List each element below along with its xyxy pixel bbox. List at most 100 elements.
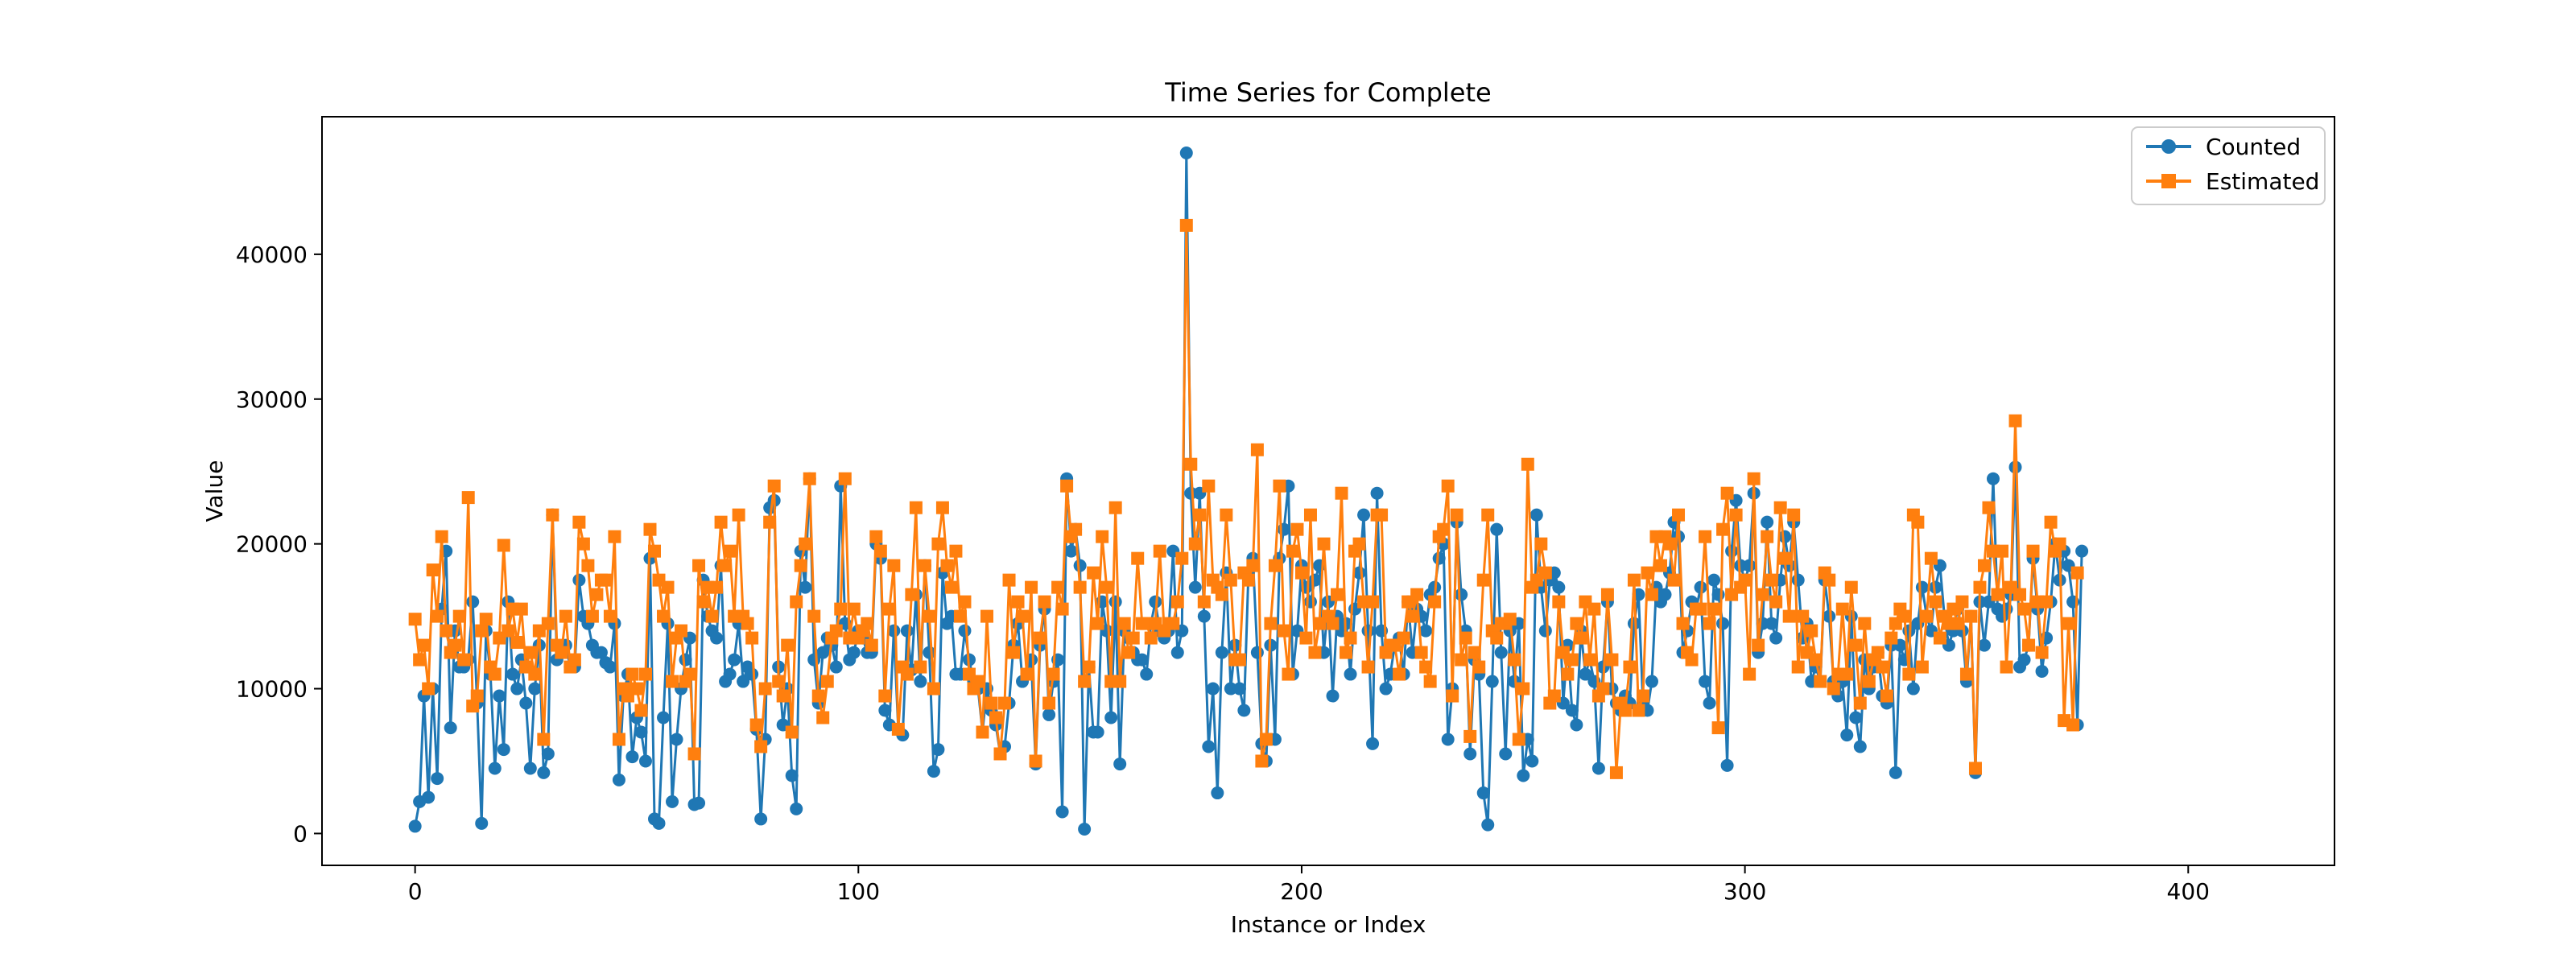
data-point-estimated xyxy=(2035,646,2049,659)
data-point-counted xyxy=(1525,754,1539,768)
data-point-estimated xyxy=(1224,573,1237,587)
data-point-estimated xyxy=(1632,704,1645,717)
y-tick-label: 40000 xyxy=(236,241,308,268)
data-point-estimated xyxy=(1007,646,1021,659)
data-point-estimated xyxy=(541,617,555,630)
data-point-estimated xyxy=(1517,682,1530,696)
data-point-counted xyxy=(900,624,914,638)
data-point-counted xyxy=(878,704,892,717)
data-point-estimated xyxy=(1410,588,1424,601)
data-point-estimated xyxy=(741,617,754,630)
legend-entry-estimated: Estimated xyxy=(2146,168,2319,195)
data-point-counted xyxy=(1552,580,1566,594)
data-point-estimated xyxy=(1468,646,1481,659)
data-point-estimated xyxy=(683,667,697,681)
data-point-estimated xyxy=(1282,667,1295,681)
data-point-estimated xyxy=(1215,588,1228,601)
data-point-estimated xyxy=(2008,414,2022,427)
data-point-estimated xyxy=(998,696,1012,710)
data-point-estimated xyxy=(1627,573,1641,587)
data-point-estimated xyxy=(1773,501,1787,514)
data-point-counted xyxy=(931,743,945,757)
data-point-counted xyxy=(1237,704,1251,717)
data-point-estimated xyxy=(958,595,972,609)
data-point-estimated xyxy=(2026,544,2040,558)
data-point-estimated xyxy=(1676,617,1690,630)
y-tick-label: 20000 xyxy=(236,531,308,558)
data-point-counted xyxy=(493,689,506,703)
data-point-estimated xyxy=(1805,624,1818,638)
data-point-estimated xyxy=(555,646,568,659)
data-point-counted xyxy=(537,766,551,779)
data-point-estimated xyxy=(435,530,448,543)
data-point-estimated xyxy=(1951,617,1964,630)
data-point-estimated xyxy=(1840,667,1854,681)
chart-title: Time Series for Complete xyxy=(1164,77,1491,108)
data-point-counted xyxy=(1055,805,1069,819)
data-point-counted xyxy=(847,646,861,659)
data-point-counted xyxy=(692,796,706,810)
data-point-counted xyxy=(1366,737,1380,750)
data-point-counted xyxy=(816,646,830,659)
data-point-estimated xyxy=(714,515,728,529)
data-point-estimated xyxy=(1814,675,1827,688)
data-point-estimated xyxy=(803,472,816,485)
data-point-estimated xyxy=(1153,544,1166,558)
data-point-estimated xyxy=(1126,631,1140,645)
data-point-counted xyxy=(666,795,679,808)
data-point-estimated xyxy=(790,595,803,609)
data-point-estimated xyxy=(1636,689,1649,703)
data-point-counted xyxy=(2035,664,2049,678)
data-point-estimated xyxy=(1490,631,1504,645)
data-point-estimated xyxy=(1849,638,1863,652)
data-point-estimated xyxy=(1827,682,1840,696)
data-point-counted xyxy=(1734,559,1748,572)
data-point-estimated xyxy=(1933,631,1946,645)
data-point-counted xyxy=(745,667,759,681)
data-point-counted xyxy=(1357,508,1371,522)
data-point-estimated xyxy=(1720,486,1734,500)
data-point-estimated xyxy=(1756,588,1769,601)
data-point-estimated xyxy=(1973,580,1987,594)
data-point-estimated xyxy=(1082,660,1096,674)
data-point-estimated xyxy=(479,613,493,626)
data-point-estimated xyxy=(692,559,706,572)
data-point-estimated xyxy=(935,501,949,514)
data-point-counted xyxy=(488,762,502,775)
data-point-estimated xyxy=(1538,566,1552,580)
data-point-estimated xyxy=(1503,613,1517,626)
data-point-estimated xyxy=(914,660,927,674)
data-point-estimated xyxy=(993,747,1007,761)
data-point-estimated xyxy=(422,682,436,696)
data-point-counted xyxy=(1308,573,1322,587)
data-point-estimated xyxy=(1294,566,1308,580)
data-point-counted xyxy=(710,631,724,645)
data-point-estimated xyxy=(559,609,572,623)
data-point-estimated xyxy=(572,515,586,529)
data-point-counted xyxy=(1140,667,1154,681)
data-point-counted xyxy=(1565,704,1579,717)
data-point-counted xyxy=(1326,689,1340,703)
data-point-estimated xyxy=(1078,675,1092,688)
x-tick-label: 200 xyxy=(1280,878,1323,905)
data-point-counted xyxy=(2075,544,2089,558)
data-point-estimated xyxy=(723,544,737,558)
data-point-estimated xyxy=(1268,559,1282,572)
data-point-estimated xyxy=(1929,595,1942,609)
data-point-counted xyxy=(1113,757,1127,771)
data-point-estimated xyxy=(1397,631,1410,645)
data-point-estimated xyxy=(1016,609,1030,623)
data-point-estimated xyxy=(1393,667,1406,681)
series-estimated xyxy=(408,218,2084,779)
data-point-counted xyxy=(1530,508,1543,522)
data-point-estimated xyxy=(953,609,967,623)
data-point-estimated xyxy=(585,609,599,623)
data-point-estimated xyxy=(1419,660,1433,674)
data-point-estimated xyxy=(838,472,852,485)
data-point-counted xyxy=(1707,573,1721,587)
data-point-estimated xyxy=(1020,667,1034,681)
data-point-estimated xyxy=(873,544,887,558)
data-point-estimated xyxy=(927,682,940,696)
data-point-counted xyxy=(723,667,737,681)
